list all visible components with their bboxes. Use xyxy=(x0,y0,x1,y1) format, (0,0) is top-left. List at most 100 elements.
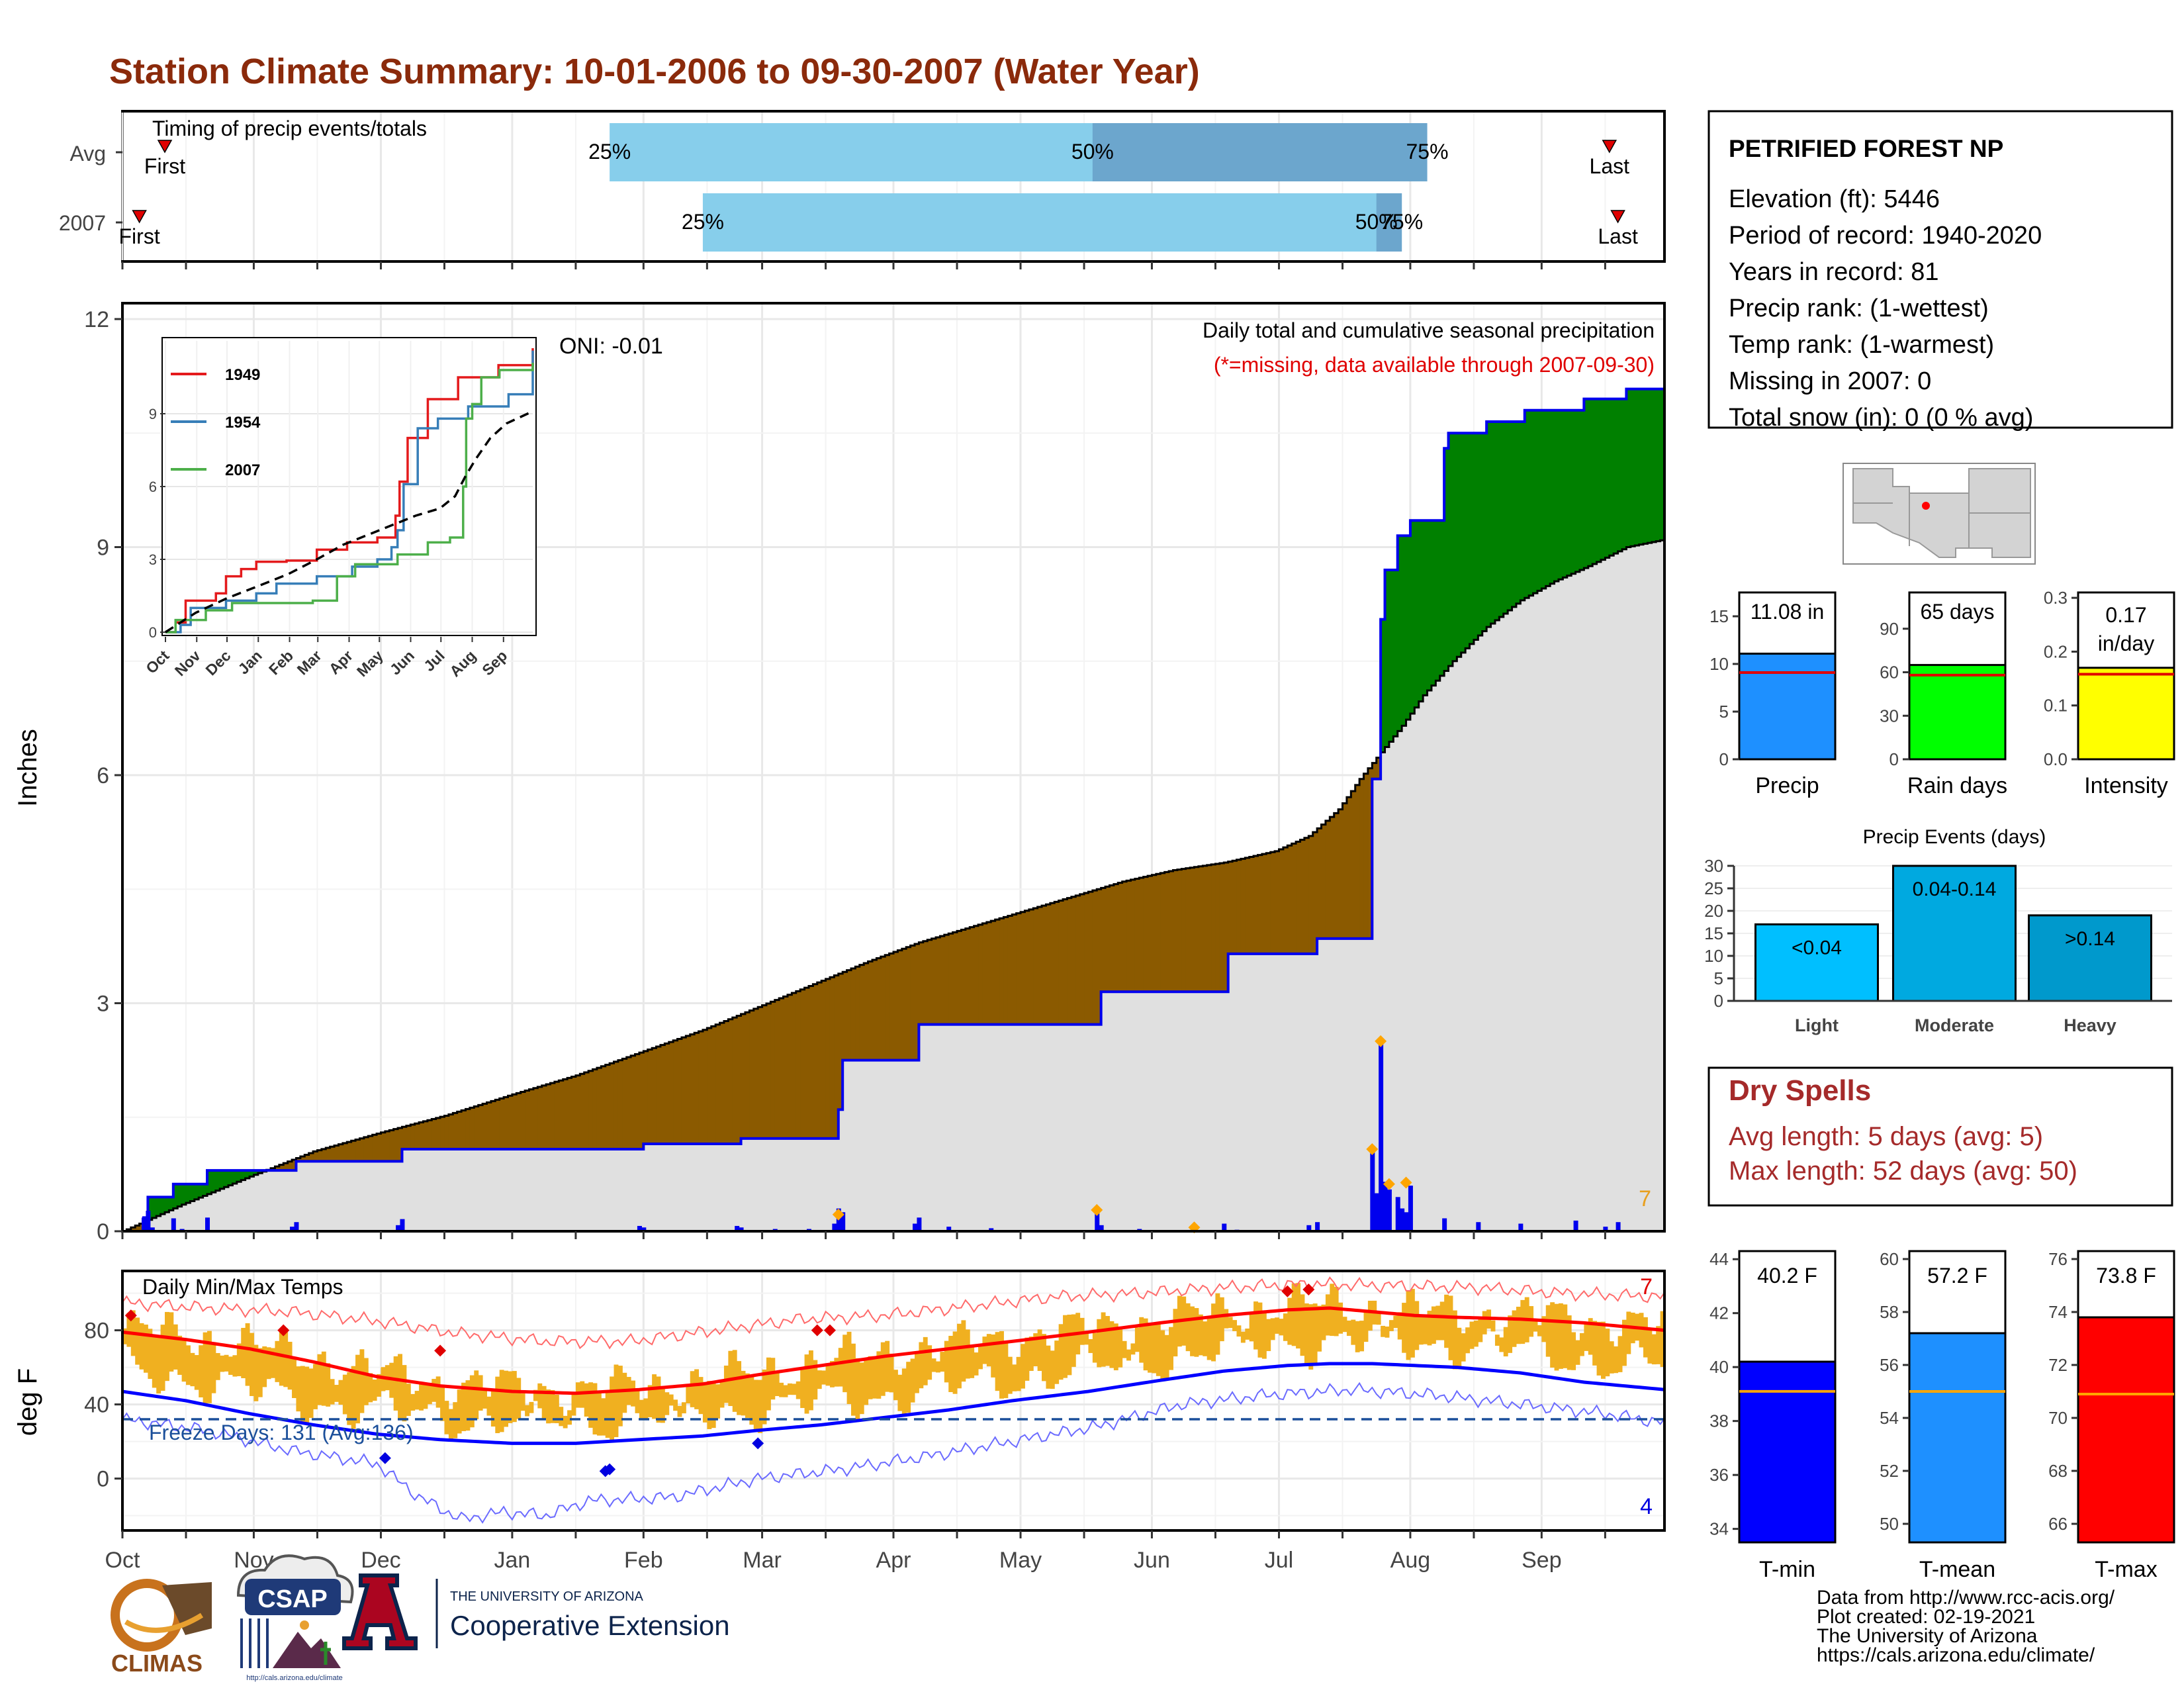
deficit-segment xyxy=(520,1092,525,1149)
station-line-snow: Total snow (in): 0 (0 % avg) xyxy=(1729,404,2033,432)
daily-temp-bar xyxy=(1012,1364,1017,1391)
daily-temp-bar xyxy=(199,1345,204,1397)
deficit-segment xyxy=(880,957,886,1060)
surplus-segment xyxy=(1584,399,1589,569)
deficit-segment xyxy=(1075,895,1081,1025)
deficit-segment xyxy=(741,1013,746,1139)
daily-temp-bar xyxy=(664,1392,670,1415)
deficit-segment xyxy=(414,1123,420,1149)
daily-precip-bar xyxy=(1374,1193,1379,1231)
daily-temp-bar xyxy=(1275,1317,1279,1334)
deficit-segment xyxy=(927,939,933,1025)
deficit-segment xyxy=(652,1048,657,1144)
daily-temp-bar xyxy=(715,1384,721,1419)
surplus-segment xyxy=(1473,433,1479,640)
deficit-segment xyxy=(1134,878,1140,992)
daily-temp-bar xyxy=(308,1368,314,1418)
deficit-segment xyxy=(300,1156,305,1162)
deficit-segment xyxy=(859,964,864,1060)
daily-temp-bar xyxy=(1621,1319,1627,1366)
deficit-segment xyxy=(668,1042,674,1144)
deficit-segment xyxy=(1257,855,1263,954)
daily-temp-bar xyxy=(207,1331,212,1403)
deficit-segment xyxy=(605,1064,610,1149)
deficit-segment xyxy=(974,925,979,1025)
daily-temp-bar xyxy=(601,1398,606,1436)
deficit-segment xyxy=(931,938,936,1025)
daily-temp-bar xyxy=(1656,1326,1661,1364)
deficit-segment xyxy=(737,1015,742,1144)
daily-temp-bar xyxy=(1160,1330,1165,1380)
timing-first-marker xyxy=(157,140,173,154)
daily-temp-bar xyxy=(224,1354,229,1372)
daily-temp-bar xyxy=(1185,1303,1191,1352)
month-axis: Oct Nov Dec Jan Feb Mar Apr May Jun Jul Aug Sep xyxy=(105,1530,1606,1573)
deficit-segment xyxy=(1236,859,1242,954)
daily-temp-bar xyxy=(957,1323,962,1389)
surplus-segment xyxy=(1465,433,1471,649)
inset-y-tick-label: 9 xyxy=(149,406,157,422)
surplus-segment xyxy=(1452,433,1457,661)
daily-temp-bar xyxy=(148,1329,153,1380)
daily-precip-bar xyxy=(205,1217,210,1231)
daily-temp-bar xyxy=(440,1385,445,1421)
daily-temp-bar xyxy=(1346,1320,1351,1336)
daily-temp-bar xyxy=(1071,1314,1076,1367)
daily-temp-bar xyxy=(559,1407,564,1427)
month-label-dec: Dec xyxy=(361,1548,400,1573)
precip-y-tick-label: 3 xyxy=(97,992,109,1017)
deficit-segment xyxy=(1219,863,1224,992)
deficit-segment xyxy=(287,1161,293,1171)
deficit-segment xyxy=(647,1049,653,1144)
deficit-segment xyxy=(533,1088,538,1149)
deficit-segment xyxy=(673,1040,678,1144)
temp-bar-tick-label: 42 xyxy=(1709,1303,1729,1323)
daily-temp-bar xyxy=(1042,1334,1046,1382)
deficit-segment xyxy=(1325,820,1330,939)
daily-temp-bar xyxy=(864,1358,869,1405)
daily-temp-bar xyxy=(1439,1301,1445,1340)
deficit-segment xyxy=(919,942,924,1025)
dry-spells-box: Dry Spells Avg length: 5 days (avg: 5) M… xyxy=(1707,1066,2173,1207)
daily-temp-bar xyxy=(635,1389,640,1413)
daily-temp-bar xyxy=(978,1346,983,1370)
temp-bar-tick-label: 54 xyxy=(1880,1408,1899,1428)
deficit-segment xyxy=(584,1072,589,1149)
temp-panel-title: Daily Min/Max Temps xyxy=(142,1275,343,1299)
deficit-segment xyxy=(1012,914,1017,1025)
freeze-days-label: Freeze Days: 131 (Avg:136) xyxy=(149,1421,414,1444)
month-label-sep: Sep xyxy=(1522,1548,1562,1573)
daily-temp-bar xyxy=(991,1334,996,1378)
inset-y-tick-label: 6 xyxy=(149,479,157,495)
daily-temp-bar xyxy=(702,1382,707,1423)
deficit-segment xyxy=(580,1074,585,1149)
surplus-segment xyxy=(1575,410,1580,572)
deficit-segment xyxy=(308,1152,314,1162)
deficit-segment xyxy=(1253,856,1259,954)
deficit-segment xyxy=(838,973,843,1110)
daily-temp-bar xyxy=(779,1382,784,1397)
daily-temp-bar xyxy=(177,1335,183,1375)
daily-temp-bar xyxy=(1520,1299,1525,1344)
surplus-segment xyxy=(1499,422,1504,618)
daily-temp-bar xyxy=(762,1369,767,1425)
deficit-segment xyxy=(991,921,996,1025)
deficit-segment xyxy=(1028,909,1034,1025)
daily-temp-bar xyxy=(266,1347,271,1380)
daily-precip-bar xyxy=(913,1223,918,1231)
deficit-segment xyxy=(872,959,877,1060)
surplus-segment xyxy=(1410,520,1415,714)
deficit-segment xyxy=(711,1026,716,1144)
daily-precip-bar xyxy=(739,1227,744,1231)
deficit-segment xyxy=(537,1086,543,1149)
month-label-jan: Jan xyxy=(494,1548,530,1573)
surplus-segment xyxy=(1579,410,1584,570)
daily-temp-bar xyxy=(1198,1314,1203,1356)
stat-bar-value-line1: 0.17 xyxy=(2105,603,2146,627)
daily-temp-bar xyxy=(1431,1306,1436,1344)
deficit-segment xyxy=(779,998,784,1139)
deficit-segment xyxy=(1198,866,1203,992)
deficit-segment xyxy=(804,988,809,1139)
surplus-segment xyxy=(1482,433,1487,632)
